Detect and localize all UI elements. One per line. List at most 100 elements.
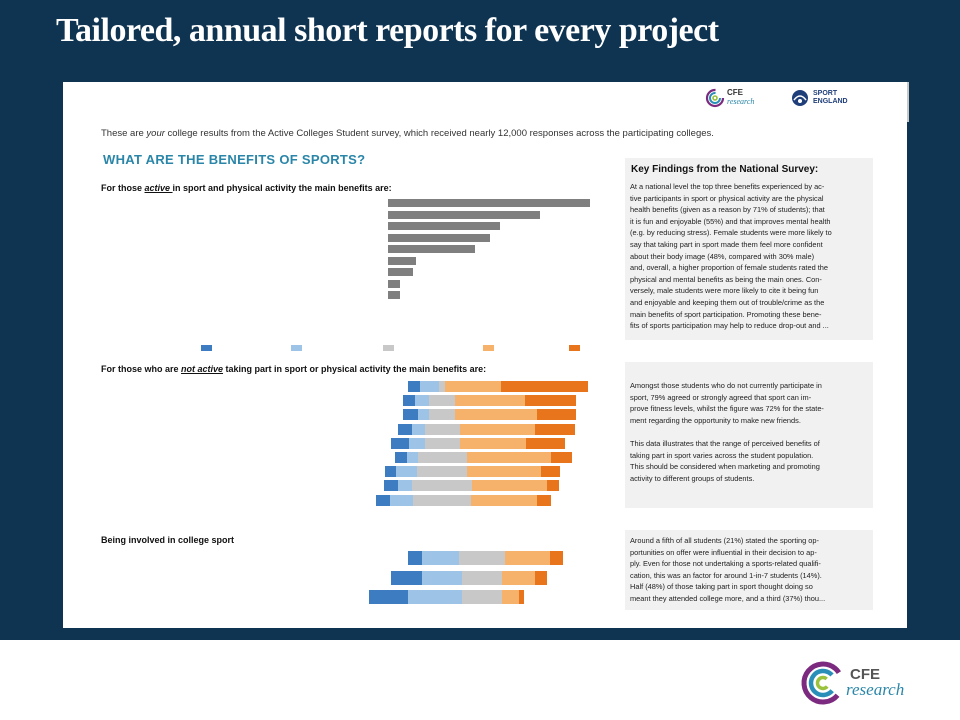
footer-cfe-logo: CFE research bbox=[800, 656, 920, 712]
legend-item bbox=[569, 345, 586, 351]
section-not-active-post: taking part in sport or physical activit… bbox=[223, 364, 487, 374]
chart2-segment bbox=[391, 437, 409, 449]
key-findings-panel: Key Findings from the National Survey: A… bbox=[625, 158, 873, 340]
key-findings-title: Key Findings from the National Survey: bbox=[631, 164, 819, 175]
chart2-segment bbox=[537, 494, 552, 506]
chart3-segment bbox=[421, 570, 462, 585]
cfe-logo-mark bbox=[705, 88, 725, 108]
legend-item bbox=[383, 345, 400, 351]
cfe-logo-text: CFE bbox=[727, 88, 743, 97]
chart2-segment bbox=[376, 494, 391, 506]
chart2-segment bbox=[525, 395, 576, 407]
panel-text-line: it is fun and enjoyable (55%) and that i… bbox=[630, 216, 831, 226]
chart3-segment bbox=[502, 570, 535, 585]
chart3-segment bbox=[461, 590, 503, 604]
chart2-segment bbox=[470, 494, 538, 506]
panel-text-line: say that taking part in sport made them … bbox=[630, 239, 823, 249]
key-findings-text: At a national level the top three benefi… bbox=[630, 181, 872, 332]
chart2-segment bbox=[424, 423, 460, 435]
section-active-emphasis: active bbox=[144, 183, 173, 193]
cfe-research-logo: CFE research bbox=[705, 86, 775, 112]
sport-england-logo: SPORT ENGLAND bbox=[791, 88, 861, 112]
chart2-segment bbox=[398, 480, 413, 492]
chart1-bar bbox=[388, 233, 491, 242]
benefits-heading: WHAT ARE THE BENEFITS OF SPORTS? bbox=[103, 152, 366, 167]
chart3-segment bbox=[407, 551, 422, 565]
chart2-segment bbox=[418, 409, 429, 421]
chart2-segment bbox=[540, 466, 561, 478]
panel-text-line: portunities on offer were influential in… bbox=[630, 547, 817, 557]
chart2-segment bbox=[455, 409, 538, 421]
chart3-segment bbox=[421, 551, 459, 565]
intro-suffix: college results from the Active Colleges… bbox=[164, 128, 714, 139]
section-active-title: For those active in sport and physical a… bbox=[101, 183, 392, 193]
section-college-sport-title: Being involved in college sport bbox=[101, 535, 235, 545]
legend-swatch bbox=[201, 345, 212, 351]
chart2-segment bbox=[547, 480, 560, 492]
panel-text-line: versely, male students were more likely … bbox=[630, 286, 819, 296]
footer-research-text: research bbox=[846, 680, 905, 699]
panel-text-line: physical and mental benefits as being th… bbox=[630, 274, 822, 284]
chart2-segment bbox=[408, 437, 425, 449]
chart2-segment bbox=[459, 423, 535, 435]
chart1-bar bbox=[388, 210, 540, 219]
chart1-bar bbox=[388, 245, 475, 253]
college-sport-panel-text: Around a fifth of all students (21%) sta… bbox=[630, 535, 872, 605]
chart2-segment bbox=[424, 437, 460, 449]
chart2-segment bbox=[471, 480, 547, 492]
chart2-segment bbox=[390, 494, 414, 506]
chart3-segment bbox=[550, 551, 563, 565]
sport-england-emblem-icon bbox=[792, 90, 808, 106]
panel-text-line: main benefits of sport participation. Pr… bbox=[630, 309, 822, 319]
panel-text-line: about their body image (48%, compared wi… bbox=[630, 251, 815, 261]
chart2-segment bbox=[384, 480, 399, 492]
chart2-segment bbox=[428, 395, 456, 407]
chart2-segment bbox=[537, 409, 576, 421]
intro-text: These are your college results from the … bbox=[101, 128, 714, 139]
panel-text-line: Around a fifth of all students (21%) sta… bbox=[630, 536, 819, 545]
section-active-pre: For those bbox=[101, 183, 145, 193]
panel-text-line: ment regarding the opportunity to make n… bbox=[630, 415, 801, 425]
footer-cfe-text: CFE bbox=[850, 666, 880, 683]
chart2-segment bbox=[394, 452, 407, 463]
chart1-bar bbox=[388, 256, 416, 265]
panel-text-line: and enjoyable and keeping them out of tr… bbox=[630, 297, 825, 307]
panel-text-line: activity to different groups of students… bbox=[630, 473, 755, 483]
chart2-segment bbox=[413, 494, 471, 506]
chart2-segment bbox=[467, 466, 541, 478]
chart3-segment bbox=[368, 590, 408, 604]
chart2-segment bbox=[416, 466, 468, 478]
not-active-panel: Amongst those students who do not curren… bbox=[625, 362, 873, 508]
chart2-segment bbox=[402, 409, 419, 421]
chart2-segment bbox=[385, 466, 396, 478]
chart2-segment bbox=[398, 423, 413, 435]
college-sport-panel: Around a fifth of all students (21%) sta… bbox=[625, 530, 873, 610]
chart2-segment bbox=[395, 466, 417, 478]
chart2-segment bbox=[417, 452, 467, 463]
footer-cfe-logo-mark bbox=[801, 661, 845, 705]
cfe-logo-subtext: research bbox=[727, 97, 755, 106]
chart2-segment bbox=[412, 480, 472, 492]
chart1-bar bbox=[388, 268, 413, 276]
panel-text-line: At a national level the top three benefi… bbox=[630, 182, 825, 191]
section-not-active-pre: For those who are bbox=[101, 364, 182, 374]
legend-swatch bbox=[291, 345, 302, 351]
chart2-segment bbox=[428, 409, 456, 421]
panel-text-line: Half (48%) of those taking part in sport… bbox=[630, 582, 813, 592]
chart2-segment bbox=[534, 423, 575, 435]
section-active-post: in sport and physical activity the main … bbox=[172, 183, 392, 193]
legend-swatch bbox=[569, 345, 580, 351]
chart2-segment bbox=[420, 381, 440, 392]
chart2-segment bbox=[526, 437, 565, 449]
chart3-segment bbox=[502, 590, 520, 604]
report-document: CFE research SPORT ENGLAND These are you… bbox=[63, 82, 907, 628]
chart2-segment bbox=[444, 381, 501, 392]
chart1-bar bbox=[388, 222, 500, 230]
panel-text-line: meant they attended college more, and a … bbox=[630, 593, 826, 603]
panel-text-line: This should be considered when marketing… bbox=[630, 462, 820, 472]
panel-text-line: This data illustrates that the range of … bbox=[630, 438, 820, 448]
chart2-segment bbox=[407, 381, 421, 392]
chart2-segment bbox=[455, 395, 526, 407]
chart3-segment bbox=[519, 590, 524, 604]
panel-text-line: sport, 79% agreed or strongly agreed tha… bbox=[630, 392, 812, 402]
